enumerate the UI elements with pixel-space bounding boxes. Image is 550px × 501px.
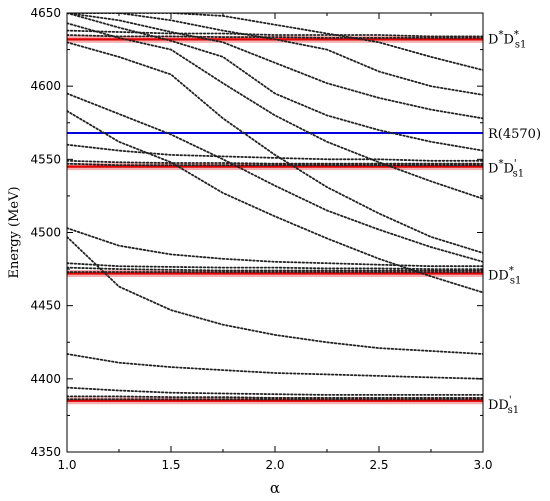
resonance-label: R(4570)	[488, 127, 541, 142]
y-tick-label: 4500	[30, 226, 61, 240]
series-curve	[67, 29, 483, 38]
x-tick-label: 1.5	[161, 458, 180, 472]
series-curve	[67, 110, 483, 294]
series-curve	[67, 22, 483, 200]
series-curve	[67, 13, 483, 152]
x-tick-label: 1.0	[57, 458, 76, 472]
threshold-label: D*D' s1	[488, 159, 524, 180]
series-curve	[67, 386, 483, 396]
threshold-labels: D*D* s1 D*D' s1 DD* s1 DD' s1 R(4570)	[488, 29, 541, 415]
x-tick-label: 3.0	[473, 458, 492, 472]
x-axis-label: α	[270, 479, 280, 497]
series-curve	[67, 227, 483, 268]
threshold-label: DD* s1	[488, 265, 521, 286]
series-curve	[67, 262, 483, 271]
axis-labels: 1.0 1.5 2.0 2.5 3.0 4350 4400 4450 4500 4550 4600 4…	[30, 6, 492, 472]
series-curve	[67, 395, 483, 399]
y-tick-label: 4400	[30, 372, 61, 386]
series-curve	[67, 41, 483, 254]
series-curve	[67, 143, 483, 162]
series-curve	[67, 13, 483, 120]
x-tick-label: 2.5	[369, 458, 388, 472]
series-curve	[67, 159, 483, 165]
plot-frame	[66, 12, 484, 453]
y-tick-label: 4600	[30, 79, 61, 93]
series-layer	[67, 13, 483, 401]
x-tick-label: 2.0	[265, 458, 284, 472]
y-tick-label: 4450	[30, 299, 61, 313]
series-curve	[67, 92, 483, 263]
y-tick-label: 4350	[30, 445, 61, 459]
series-curve	[67, 13, 483, 96]
threshold-label: D*D* s1	[488, 29, 526, 50]
threshold-label: DD' s1	[488, 395, 519, 416]
y-tick-label: 4550	[30, 152, 61, 166]
series-curve	[67, 353, 483, 380]
series-curve	[67, 34, 483, 39]
y-axis-label: Energy (MeV)	[7, 186, 22, 278]
y-tick-label: 4650	[30, 6, 61, 20]
series-curve	[67, 235, 483, 355]
axis-ticks	[66, 12, 484, 453]
series-curve	[67, 162, 483, 167]
series-curve	[67, 13, 483, 71]
reference-lines	[67, 35, 483, 405]
series-curve	[67, 266, 483, 272]
